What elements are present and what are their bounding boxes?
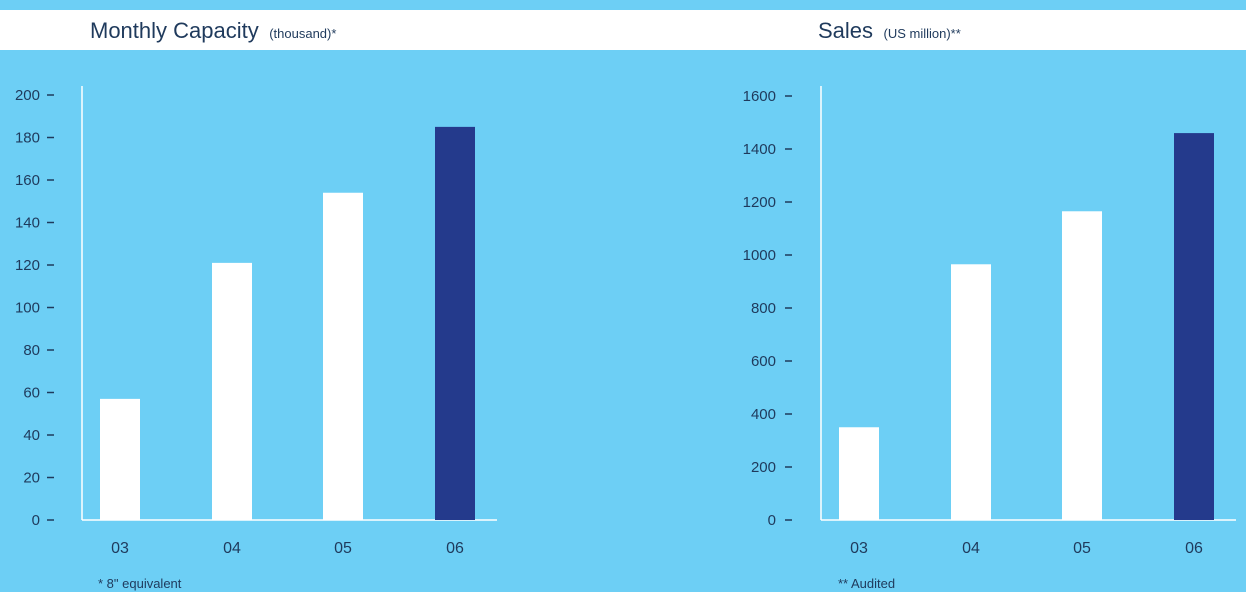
sales-x-tick-label: 03 bbox=[850, 540, 868, 557]
capacity-y-tick-label: 40 bbox=[23, 427, 40, 444]
capacity-y-tick-label: 200 bbox=[15, 87, 40, 104]
capacity-chart: 0 20 40 60 80 100 120 140 160 180 200 03 04 05 06 bbox=[15, 86, 497, 557]
sales-y-tick-label: 1200 bbox=[743, 194, 776, 211]
sales-bar-05 bbox=[1062, 211, 1102, 520]
capacity-y-tick-label: 120 bbox=[15, 257, 40, 274]
footnote-capacity: * 8" equivalent bbox=[98, 576, 182, 591]
capacity-bar-03 bbox=[100, 398, 140, 520]
capacity-y-tick-label: 180 bbox=[15, 130, 40, 147]
sales-y-tick-label: 400 bbox=[751, 406, 776, 423]
sales-x-tick-label: 06 bbox=[1185, 540, 1203, 557]
sales-bar-04 bbox=[951, 264, 991, 520]
chart-title-sales: Sales (US million)** bbox=[818, 18, 961, 43]
sales-y-tick-label: 600 bbox=[751, 353, 776, 370]
capacity-y-tick-label: 0 bbox=[32, 512, 40, 529]
sales-chart: 0 200 400 600 800 1000 1200 1400 1600 03 04 05 06 bbox=[743, 86, 1236, 557]
chart-title-sales-unit: (US million)** bbox=[884, 26, 961, 41]
sales-y-tick-label: 200 bbox=[751, 459, 776, 476]
capacity-bar-04 bbox=[212, 262, 252, 520]
sales-y-tick-label: 1600 bbox=[743, 88, 776, 105]
capacity-bar-06 bbox=[435, 126, 475, 520]
sales-bar-03 bbox=[839, 427, 879, 520]
chart-title-capacity-unit: (thousand)* bbox=[269, 26, 336, 41]
capacity-x-tick-label: 03 bbox=[111, 540, 129, 557]
sales-y-tick-label: 1400 bbox=[743, 141, 776, 158]
capacity-x-tick-label: 06 bbox=[446, 540, 464, 557]
header-band bbox=[0, 10, 1246, 50]
capacity-y-tick-label: 80 bbox=[23, 342, 40, 359]
capacity-x-tick-label: 05 bbox=[334, 540, 352, 557]
sales-y-tick-label: 1000 bbox=[743, 247, 776, 264]
sales-y-tick-label: 0 bbox=[768, 512, 776, 529]
sales-x-tick-label: 05 bbox=[1073, 540, 1091, 557]
capacity-bar-05 bbox=[323, 192, 363, 520]
capacity-y-tick-label: 20 bbox=[23, 470, 40, 487]
sales-y-tick-label: 800 bbox=[751, 300, 776, 317]
capacity-x-tick-label: 04 bbox=[223, 540, 241, 557]
sales-x-tick-label: 04 bbox=[962, 540, 980, 557]
sales-bar-06 bbox=[1174, 133, 1214, 520]
chart-title-sales-main: Sales bbox=[818, 18, 873, 43]
capacity-y-tick-label: 100 bbox=[15, 300, 40, 317]
chart-title-capacity: Monthly Capacity (thousand)* bbox=[90, 18, 336, 43]
capacity-y-tick-label: 160 bbox=[15, 172, 40, 189]
capacity-y-tick-label: 60 bbox=[23, 385, 40, 402]
chart-title-capacity-main: Monthly Capacity bbox=[90, 18, 259, 43]
capacity-y-tick-label: 140 bbox=[15, 215, 40, 232]
footnote-sales: ** Audited bbox=[838, 576, 895, 591]
